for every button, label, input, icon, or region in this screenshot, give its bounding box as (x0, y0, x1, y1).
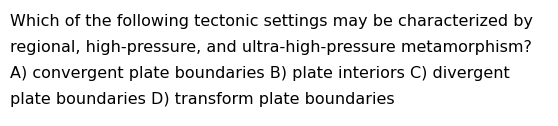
Text: Which of the following tectonic settings may be characterized by: Which of the following tectonic settings… (10, 14, 533, 29)
Text: regional, high-pressure, and ultra-high-pressure metamorphism?: regional, high-pressure, and ultra-high-… (10, 40, 532, 55)
Text: plate boundaries D) transform plate boundaries: plate boundaries D) transform plate boun… (10, 92, 395, 107)
Text: A) convergent plate boundaries B) plate interiors C) divergent: A) convergent plate boundaries B) plate … (10, 66, 510, 81)
